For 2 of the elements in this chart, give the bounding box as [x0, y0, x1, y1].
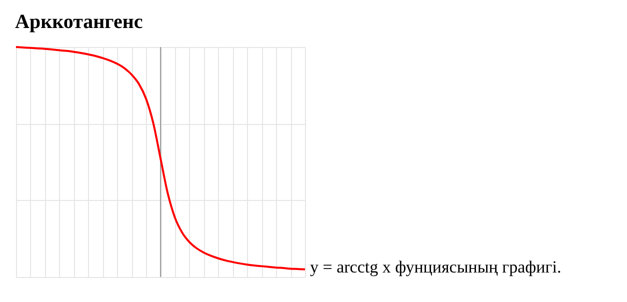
text: y = arcctg x фунциясының графигі. [310, 257, 562, 276]
chart-title: Арккотангенс [15, 11, 143, 33]
